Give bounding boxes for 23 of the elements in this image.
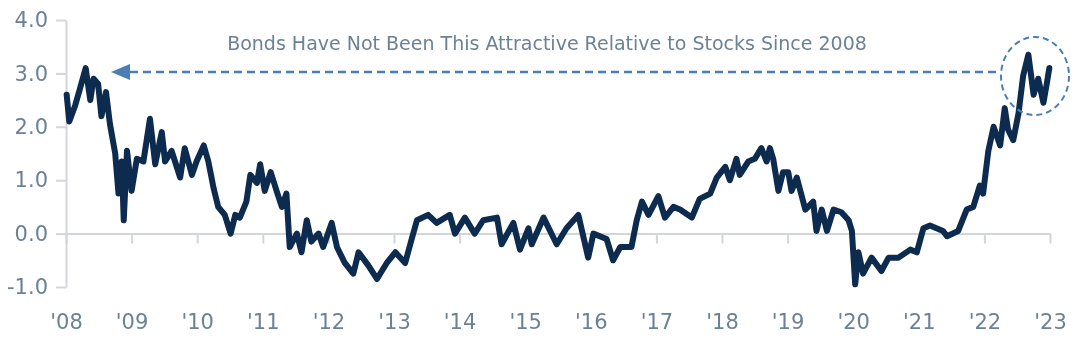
y-tick-label: 4.0 — [14, 8, 48, 33]
x-tick-label: '11 — [247, 310, 280, 334]
x-tick-label: '15 — [509, 310, 542, 334]
x-tick-label: '22 — [968, 310, 1002, 334]
y-tick-label: 1.0 — [14, 168, 48, 193]
annotation: Bonds Have Not Been This Attractive Relative to Stocks Since 2008 — [227, 32, 867, 54]
x-tick-label: '23 — [1034, 310, 1067, 334]
x-tick-label: '10 — [181, 310, 214, 334]
y-tick-label: 0.0 — [14, 221, 48, 246]
y-tick-label: 2.0 — [14, 115, 48, 140]
x-tick-label: '16 — [575, 310, 608, 334]
x-tick-label: '21 — [903, 310, 936, 334]
x-tick-label: '18 — [706, 310, 739, 334]
x-tick-label: '08 — [50, 310, 83, 334]
x-tick-label: '09 — [115, 310, 149, 334]
x-tick-label: '13 — [378, 310, 411, 334]
x-tick-label: '19 — [771, 310, 805, 334]
x-tick-label: '14 — [443, 310, 477, 334]
x-tick-label: '17 — [640, 310, 674, 334]
y-tick-label: 3.0 — [14, 61, 48, 86]
y-tick-label: -1.0 — [7, 275, 48, 300]
x-tick-label: '20 — [837, 310, 870, 334]
x-tick-label: '12 — [312, 310, 346, 334]
